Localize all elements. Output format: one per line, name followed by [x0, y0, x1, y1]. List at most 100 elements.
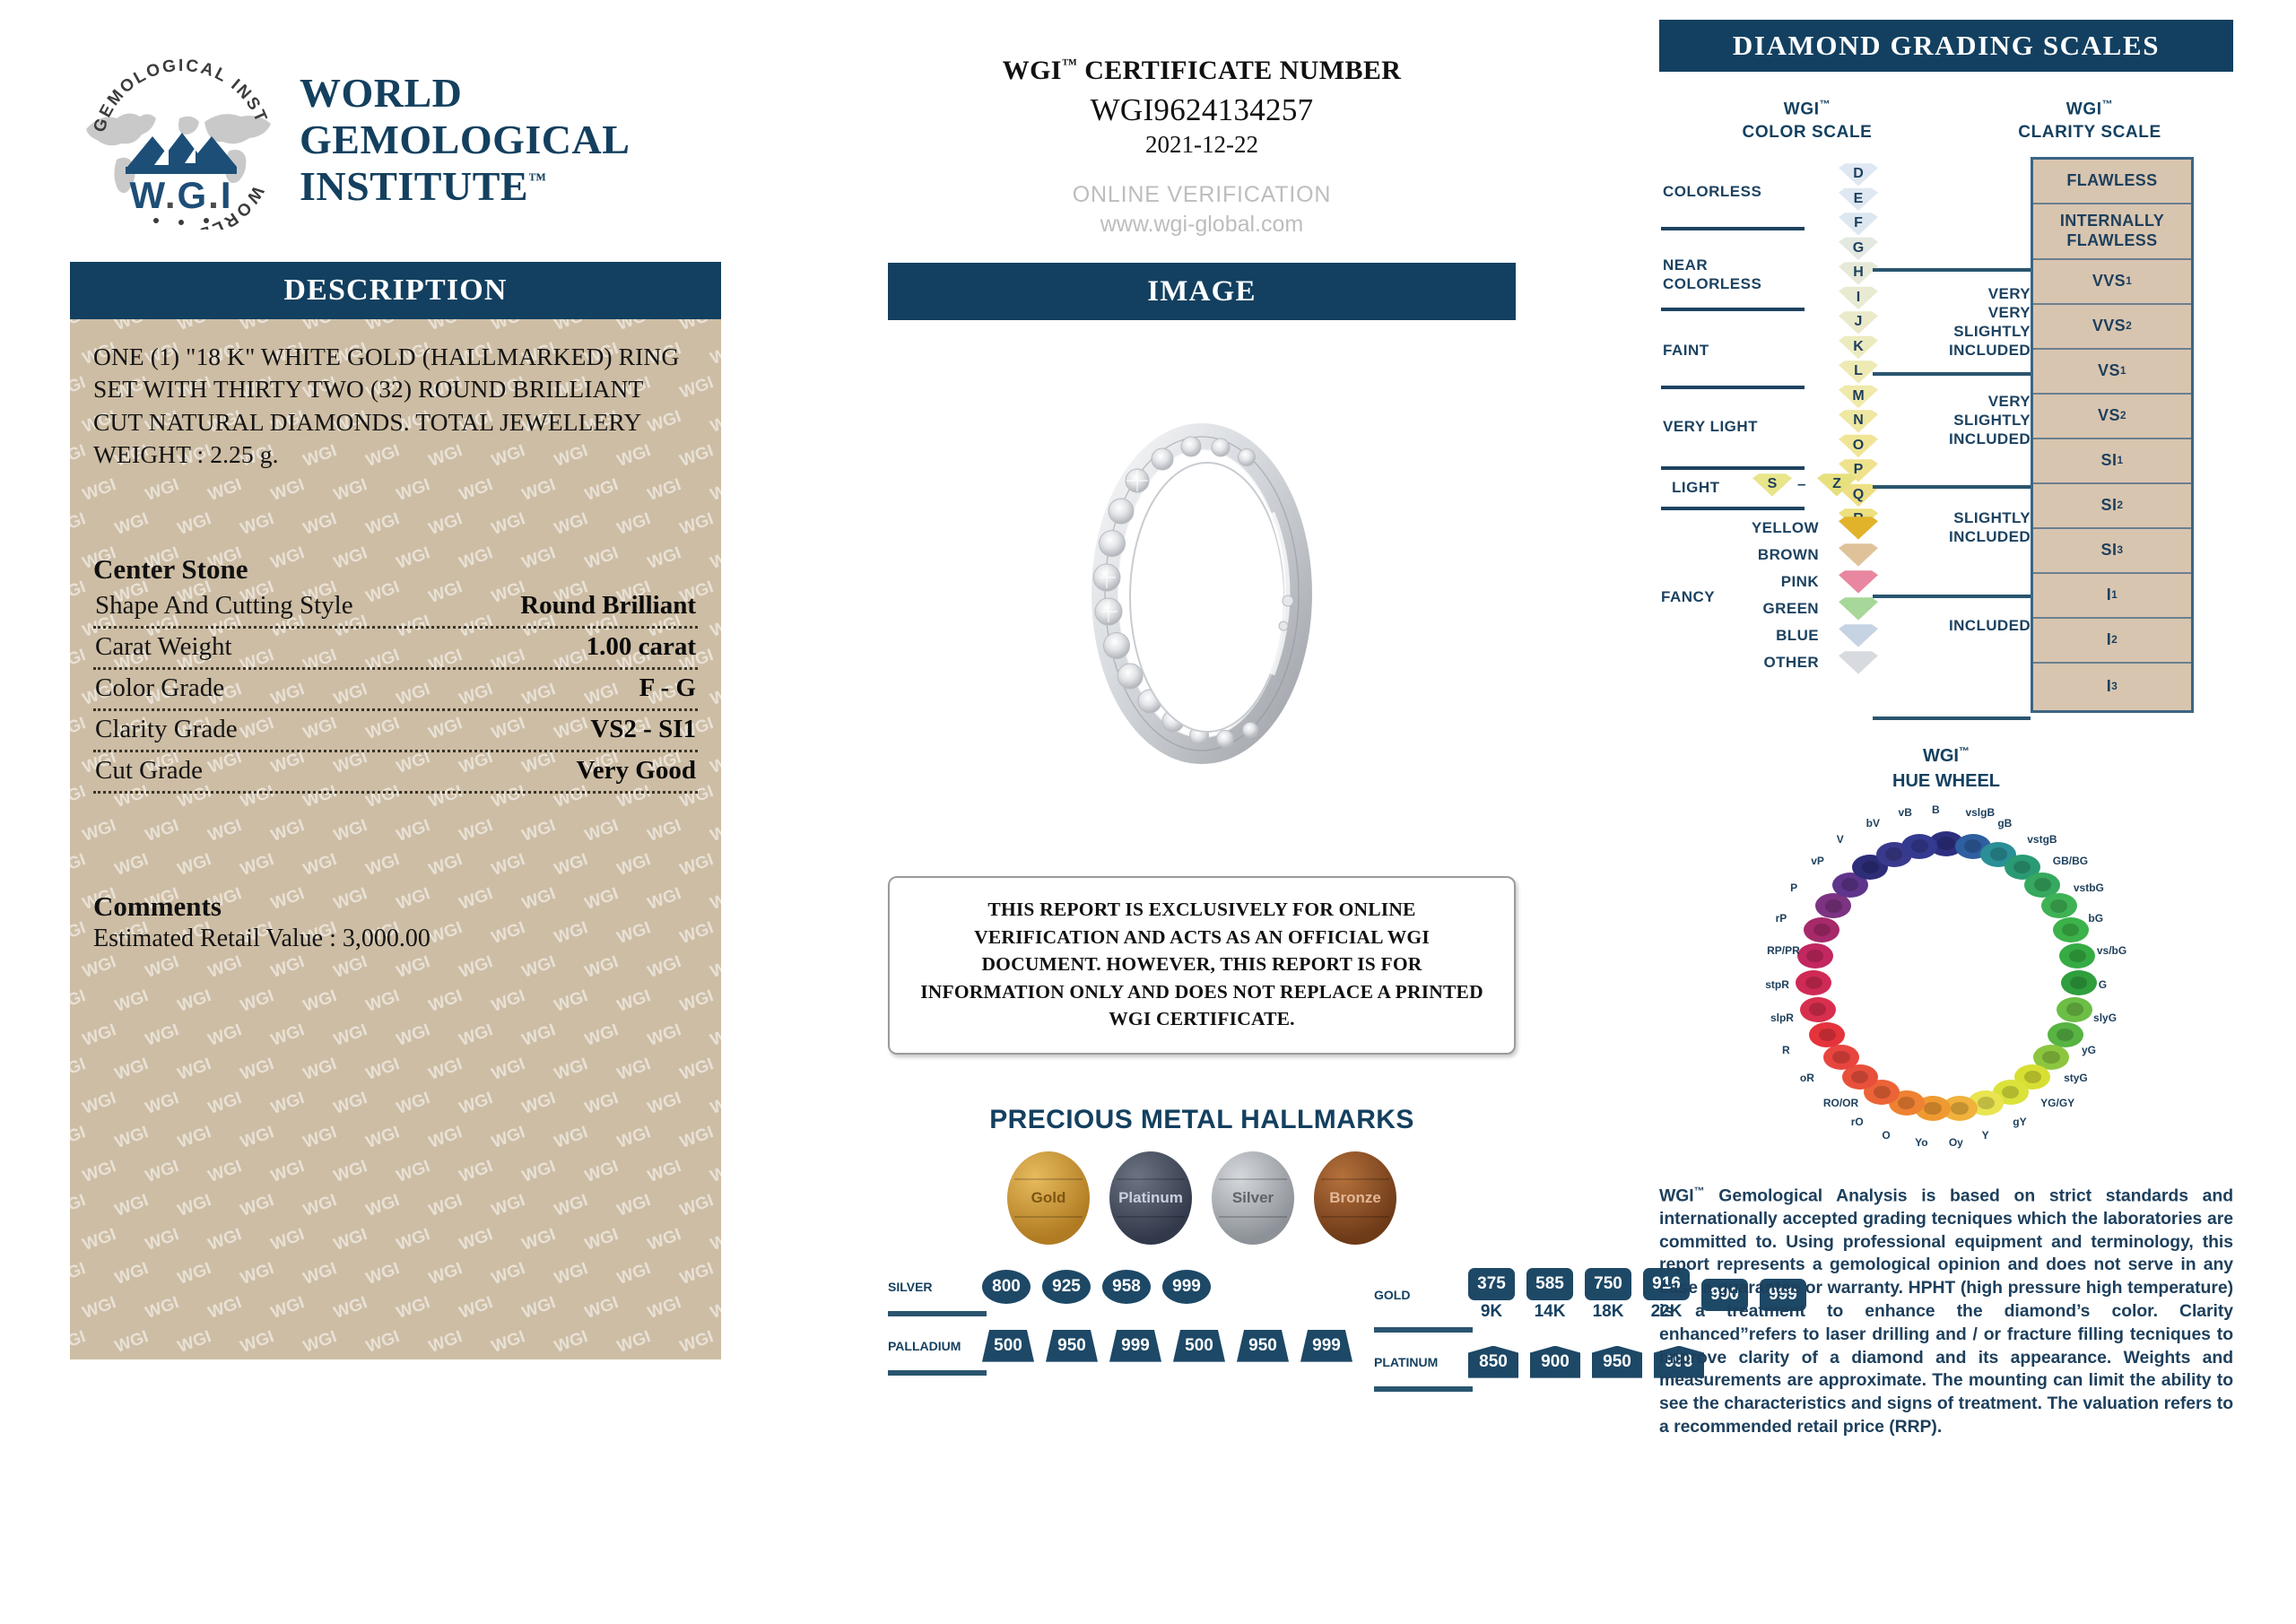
clarity-group-label: INCLUDED: [1948, 616, 2031, 634]
hue-label: Y: [1981, 1129, 1989, 1142]
hallmark-metal-label: SILVER: [888, 1279, 933, 1294]
spec-label: Clarity Grade: [95, 715, 238, 744]
hue-swatch-yG: [2047, 1021, 2083, 1047]
hue-label: styG: [2064, 1072, 2088, 1085]
color-category-fancy: FANCY: [1661, 587, 1716, 605]
hue-wheel-title: WGI™ HUE WHEEL: [1892, 743, 2000, 791]
fancy-color-swatch-pink: [1839, 570, 1878, 594]
color-grade-F: F: [1839, 213, 1878, 236]
hallmark-chip-cell: 900: [1530, 1345, 1580, 1378]
hue-swatch-RP/PR: [1796, 943, 1833, 969]
brand-line-2: GEMOLOGICAL: [300, 117, 631, 163]
ring-photo: [888, 320, 1516, 867]
hallmark-chip: 999: [1109, 1329, 1161, 1362]
hue-swatch-oR: [1822, 1045, 1859, 1071]
color-grade-O: O: [1839, 434, 1878, 458]
trademark-symbol: ™: [1959, 743, 1970, 757]
description-band: DESCRIPTION: [70, 262, 721, 319]
hue-label: oR: [1799, 1072, 1814, 1085]
color-category: NEAR COLORLESS: [1663, 256, 1762, 292]
hallmark-tables: SILVER 800 925 958 999 PALLADIUM 500 950 999 500 9…: [888, 1267, 1806, 1403]
spec-value: Round Brilliant: [520, 591, 696, 621]
hue-swatch-vB: [1901, 833, 1938, 859]
hallmark-chip-cell: 950: [1592, 1345, 1642, 1378]
hallmark-rule: [888, 1310, 987, 1316]
hallmark-group-gold: GOLD 375 9K 585 14K 750 18K 916 22K 990 999: [1374, 1267, 1806, 1333]
hue-label: vP: [1811, 855, 1824, 868]
hue-label: RO/OR: [1822, 1096, 1859, 1109]
clarity-grade-si3: SI 3: [2033, 528, 2191, 574]
hallmark-chip: 950: [1592, 1345, 1642, 1378]
hue-label: O: [1882, 1129, 1891, 1142]
coin-bronze: Bronze: [1314, 1151, 1396, 1245]
clarity-grade-vs1: VS 1: [2033, 349, 2191, 395]
description-panel: WGI WGI WGI WGI WGI WGI WGI WGI WGI WGI WGI WGI WGI W…: [70, 319, 721, 1359]
hue-label: Yo: [1915, 1135, 1928, 1149]
wgi-logo-icon: GEMOLOGICAL INST WORLD: [70, 50, 294, 244]
coin-label: Gold: [1014, 1177, 1083, 1218]
hue-swatch-P: [1815, 893, 1852, 919]
hallmark-karat: 22K: [1650, 1301, 1683, 1321]
spec-label: Cut Grade: [95, 756, 203, 786]
spec-label: Color Grade: [95, 673, 225, 703]
color-grade-D: D: [1839, 163, 1878, 187]
clarity-grade-vvs2: VVS 2: [2033, 304, 2191, 350]
svg-text:W.G.I: W.G.I: [129, 174, 232, 216]
hallmark-group-silver: SILVER 800 925 958 999: [888, 1268, 1352, 1316]
spec-value: F - G: [639, 673, 696, 703]
grading-scales: WGI™ COLOR SCALE DEFGHIJKLMNOPQRCOLORLES…: [1659, 97, 2233, 720]
color-category-light: LIGHT: [1672, 478, 1720, 496]
hue-label: vs/bG: [2096, 944, 2127, 958]
hallmark-chip-cell: 999: [1162, 1269, 1211, 1304]
clarity-grade-si1: SI 1: [2033, 439, 2191, 484]
clarity-divider: [1873, 594, 2031, 598]
clarity-grade-internally-flawless: INTERNALLY FLAWLESS: [2033, 204, 2191, 260]
hallmark-chip: 500: [1173, 1329, 1225, 1362]
spec-row: Carat Weight 1.00 carat: [93, 629, 698, 671]
hue-swatch-vstbG: [2040, 893, 2077, 919]
color-grade-N: N: [1839, 410, 1878, 433]
comments-text: Estimated Retail Value : 3,000.00: [93, 925, 430, 953]
spec-row: Cut Grade Very Good: [93, 752, 698, 795]
verification-website[interactable]: www.wgi-global.com: [1100, 212, 1304, 237]
scale-divider: [1661, 465, 1805, 470]
clarity-group-label: VERY SLIGHTLY INCLUDED: [1948, 392, 2031, 448]
hallmark-karat: 9K: [1480, 1301, 1503, 1321]
spec-row: Shape And Cutting Style Round Brilliant: [93, 587, 698, 630]
scale-divider: [1661, 385, 1805, 389]
color-grade-M: M: [1839, 385, 1878, 409]
clarity-divider: [1873, 484, 2031, 489]
hue-swatch-vs/bG: [2059, 943, 2096, 969]
spec-row: Clarity Grade VS2 - SI1: [93, 711, 698, 753]
middle-column: WGI™ CERTIFICATE NUMBER WGI9624134257 20…: [888, 56, 1806, 1403]
clarity-divider: [1873, 716, 2031, 720]
scale-divider: [1661, 506, 1805, 510]
coin-plat: Platinum: [1109, 1151, 1192, 1245]
color-grade-G: G: [1839, 237, 1878, 261]
spec-label: Shape And Cutting Style: [95, 591, 353, 621]
coin-gold: Gold: [1007, 1151, 1090, 1245]
color-category: VERY LIGHT: [1663, 417, 1759, 435]
hallmark-chip: 900: [1530, 1345, 1580, 1378]
trademark-symbol: ™: [1819, 98, 1831, 110]
hue-label: Oy: [1948, 1135, 1963, 1149]
hue-swatch-vslgB: [1954, 833, 1991, 859]
hallmark-row: GOLD 375 9K 585 14K 750 18K 916 22K 990 999: [1374, 1267, 1806, 1322]
hallmark-chip: 999: [1162, 1269, 1211, 1304]
hallmark-chip-cell: 958: [1102, 1269, 1151, 1304]
hallmark-group-platinum: PLATINUM 850 900 950 999: [1374, 1343, 1806, 1392]
hallmark-karat: 18K: [1592, 1301, 1624, 1321]
clarity-divider: [1873, 267, 2031, 272]
fancy-color-swatch-green: [1839, 597, 1878, 621]
online-verification-label: ONLINE VERIFICATION: [1072, 182, 1332, 207]
hue-label: yG: [2081, 1043, 2096, 1056]
hue-label: gY: [2013, 1116, 2027, 1129]
color-grade-K: K: [1839, 335, 1878, 360]
hue-label: bV: [1866, 816, 1880, 829]
hue-swatch-G: [2060, 970, 2097, 996]
spec-value: 1.00 carat: [586, 632, 696, 662]
fancy-color-label: OTHER: [1763, 653, 1819, 671]
color-grade-S: S: [1752, 473, 1792, 497]
